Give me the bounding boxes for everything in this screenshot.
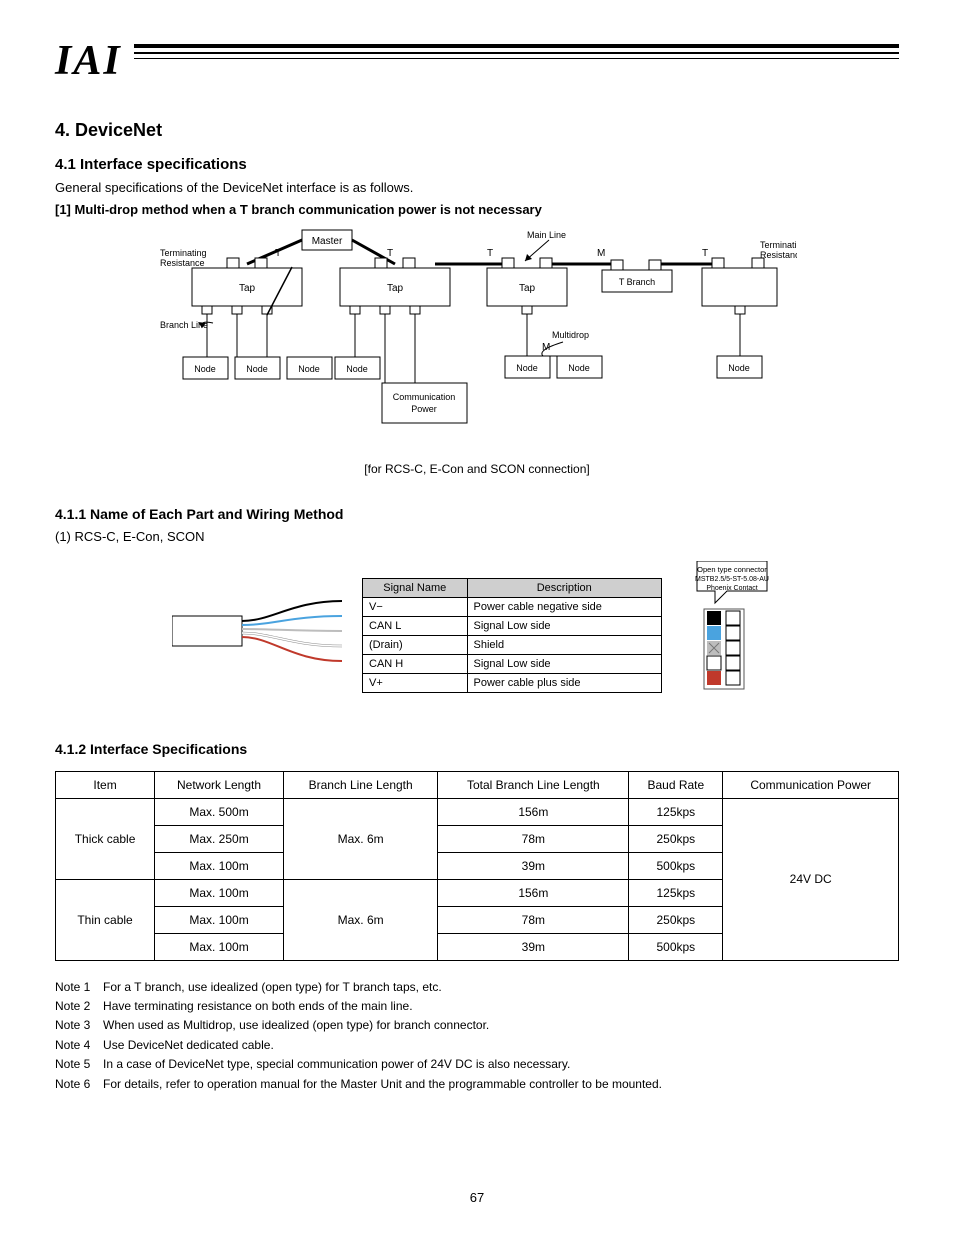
master-label: Master [312, 236, 343, 247]
svg-text:Node: Node [298, 364, 320, 374]
signal-header-desc: Description [467, 579, 662, 598]
last-node-block [702, 258, 777, 314]
comm-power-box [382, 383, 467, 423]
iai-logo: IAI [55, 40, 122, 82]
table-row: Thick cableMax. 500mMax. 6m156m125kps24V… [56, 798, 899, 825]
diagram-caption: [for RCS-C, E-Con and SCON connection] [55, 462, 899, 476]
svg-text:M: M [597, 248, 605, 259]
svg-text:Power: Power [411, 404, 437, 414]
table-row: V−Power cable negative side [363, 598, 662, 617]
svg-text:Tap: Tap [519, 283, 536, 294]
svg-text:Node: Node [728, 363, 750, 373]
term-res-top: Terminating [160, 248, 207, 258]
svg-text:Node: Node [516, 363, 538, 373]
note-line: Note 4 Use DeviceNet dedicated cable. [55, 1037, 899, 1054]
multidrop-label: Multidrop [552, 330, 589, 340]
intro-paragraph: General specifications of the DeviceNet … [55, 179, 899, 197]
svg-text:T: T [487, 248, 493, 259]
wires-icon [172, 586, 342, 686]
table-row: CAN LSignal Low side [363, 617, 662, 636]
header-rules [134, 44, 899, 59]
tap-3: Tap [487, 258, 567, 314]
svg-text:Node: Node [246, 364, 268, 374]
spec-header: Baud Rate [629, 771, 723, 798]
svg-text:Node: Node [568, 363, 590, 373]
main-line-label: Main Line [527, 230, 566, 240]
note-line: Note 5 In a case of DeviceNet type, spec… [55, 1056, 899, 1073]
spec-header: Item [56, 771, 155, 798]
spec-header: Branch Line Length [283, 771, 437, 798]
signal-section: Signal Name Description V−Power cable ne… [55, 561, 899, 711]
connector-diagram: Open type connector MSTB2.5/5-ST-5.08-AU… [682, 561, 782, 711]
note-line: Note 3 When used as Multidrop, use ideal… [55, 1017, 899, 1034]
svg-text:Tap: Tap [387, 283, 404, 294]
tap-2: Tap [340, 258, 450, 314]
signal-section-title: 4.1.1 Name of Each Part and Wiring Metho… [55, 506, 899, 522]
table-row: CAN HSignal Low side [363, 655, 662, 674]
svg-text:Node: Node [194, 364, 216, 374]
diagram-svg: Master T T T M T Tap [157, 228, 797, 458]
svg-text:T: T [387, 248, 393, 259]
multidrop-title: [1] Multi-drop method when a T branch co… [55, 201, 899, 219]
page-header: IAI [55, 40, 899, 95]
note-line: Note 2 Have terminating resistance on bo… [55, 998, 899, 1015]
section-title: 4. DeviceNet [55, 120, 899, 141]
svg-text:Phoenix Contact: Phoenix Contact [706, 585, 757, 592]
svg-text:Resistance: Resistance [760, 250, 797, 260]
subsection-title: 4.1 Interface specifications [55, 156, 899, 173]
note-line: Note 1 For a T branch, use idealized (op… [55, 979, 899, 996]
spec-header: Network Length [155, 771, 284, 798]
svg-text:T: T [702, 248, 708, 259]
signal-intro: (1) RCS-C, E-Con, SCON [55, 528, 899, 546]
signal-header-name: Signal Name [363, 579, 468, 598]
spec-table: ItemNetwork LengthBranch Line LengthTota… [55, 771, 899, 961]
table-row: (Drain)Shield [363, 636, 662, 655]
tap-1: Tap [192, 258, 302, 314]
term-res-top-r: Terminating [760, 240, 797, 250]
svg-text:Communication: Communication [393, 392, 456, 402]
svg-text:T: T [275, 248, 281, 259]
svg-text:Open type connector: Open type connector [697, 565, 767, 574]
svg-text:Tap: Tap [239, 283, 256, 294]
svg-text:Node: Node [346, 364, 368, 374]
svg-text:MSTB2.5/5-ST-5.08-AU: MSTB2.5/5-ST-5.08-AU [695, 576, 769, 583]
network-diagram: Master T T T M T Tap [55, 228, 899, 458]
table-row: V+Power cable plus side [363, 674, 662, 693]
spec-title: 4.1.2 Interface Specifications [55, 741, 899, 757]
spec-header: Total Branch Line Length [438, 771, 629, 798]
signal-table: Signal Name Description V−Power cable ne… [362, 578, 662, 693]
svg-text:Resistance: Resistance [160, 258, 205, 268]
page-number: 67 [55, 1190, 899, 1205]
svg-text:T Branch: T Branch [619, 277, 655, 287]
notes-list: Note 1 For a T branch, use idealized (op… [55, 979, 899, 1093]
note-line: Note 6 For details, refer to operation m… [55, 1076, 899, 1093]
spec-header: Communication Power [723, 771, 899, 798]
